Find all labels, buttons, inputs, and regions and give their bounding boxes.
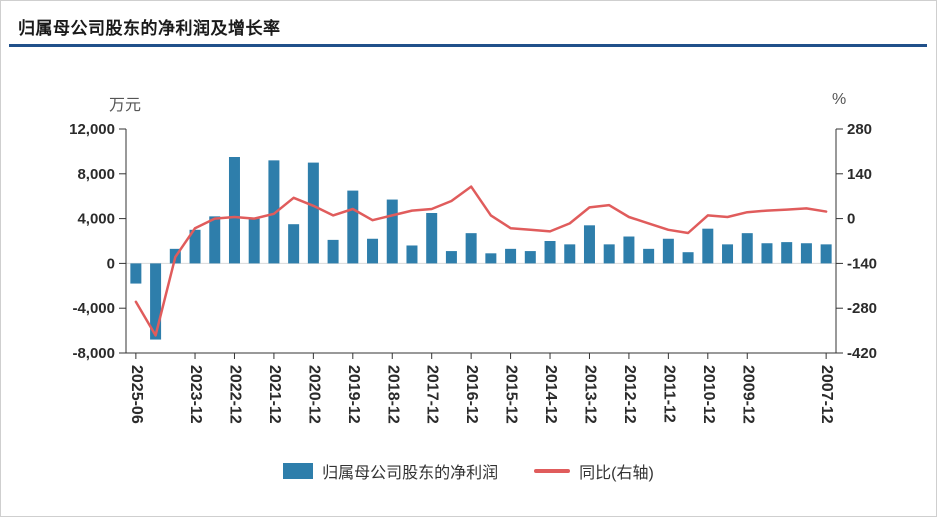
net-profit-bar (445, 251, 457, 264)
x-axis-tick-label: 2012-12 (621, 365, 638, 424)
left-axis-tick-label: 4,000 (77, 211, 115, 228)
net-profit-bar (741, 233, 753, 264)
x-axis-tick-label: 2022-12 (226, 365, 243, 424)
left-axis-tick-label: 8,000 (77, 166, 115, 183)
title-underline (9, 44, 927, 47)
net-profit-bar (643, 248, 655, 264)
net-profit-bar (268, 160, 280, 264)
x-axis-tick-label: 2020-12 (305, 365, 322, 424)
x-axis-tick-label: 2021-12 (266, 365, 283, 424)
x-axis-tick-label: 2014-12 (542, 365, 559, 424)
net-profit-bar (485, 253, 497, 264)
yoy-line (134, 185, 828, 337)
net-profit-bar (603, 244, 615, 264)
legend-label-net-profit: 归属母公司股东的净利润 (322, 465, 499, 482)
right-axis-tick-label: -420 (847, 345, 877, 362)
net-profit-bar (761, 243, 773, 264)
right-axis-tick-label: -280 (847, 300, 877, 317)
net-profit-bar (702, 228, 714, 264)
x-axis-tick-label: 2017-12 (424, 365, 441, 424)
line-series-swatch-icon (534, 469, 571, 473)
net-profit-bar (367, 238, 379, 264)
x-axis-tick-label: 2011-12 (660, 365, 677, 423)
x-axis-tick-label: 2016-12 (463, 365, 480, 424)
net-profit-bar (386, 199, 398, 264)
x-axis-tick-label: 2025-06 (128, 365, 145, 424)
left-axis-tick-label: 12,000 (69, 121, 115, 138)
net-profit-bar (781, 242, 793, 264)
net-profit-bar (623, 236, 635, 264)
net-profit-bar (564, 244, 576, 264)
x-axis-tick-label: 2010-12 (700, 365, 717, 424)
net-profit-bar (426, 213, 438, 264)
net-profit-bar (189, 229, 201, 264)
x-axis-tick-label: 2007-12 (818, 365, 835, 424)
left-axis-tick-label: 0 (107, 255, 115, 272)
net-profit-bar (406, 245, 418, 264)
net-profit-bar (722, 244, 734, 264)
right-axis-tick-label: -140 (847, 255, 877, 272)
legend-item-yoy[interactable]: 同比(右轴) (534, 459, 654, 483)
net-profit-bar (307, 162, 319, 264)
right-axis-tick-label: 140 (847, 166, 872, 183)
left-axis-tick-label: -4,000 (72, 300, 115, 317)
net-profit-bar (662, 238, 674, 264)
right-axis-tick-label: 0 (847, 211, 855, 228)
net-profit-bar (524, 251, 536, 264)
net-profit-bar (150, 263, 162, 340)
net-profit-bar (209, 216, 221, 264)
net-profit-bar (327, 239, 339, 264)
net-profit-bar (248, 218, 260, 264)
net-profit-bar (465, 233, 477, 264)
bar-series-swatch-icon (283, 463, 314, 479)
net-profit-bar (288, 224, 300, 264)
x-axis-tick-label: 2023-12 (187, 365, 204, 424)
x-axis-tick-label: 2009-12 (739, 365, 756, 424)
legend-item-net-profit[interactable]: 归属母公司股东的净利润 (283, 459, 498, 483)
net-profit-bar (544, 241, 556, 264)
net-profit-bar (583, 225, 595, 264)
net-profit-bar (820, 244, 832, 264)
page-title: 归属母公司股东的净利润及增长率 (18, 19, 281, 38)
net-profit-bar (682, 252, 694, 264)
x-axis-tick-label: 2013-12 (581, 365, 598, 424)
x-axis-tick-label: 2018-12 (384, 365, 401, 424)
chart-legend: 归属母公司股东的净利润 同比(右轴) (1, 459, 936, 483)
x-axis-tick-label: 2015-12 (503, 365, 520, 424)
x-axis-tick-label: 2019-12 (345, 365, 362, 424)
right-axis-tick-label: 280 (847, 121, 872, 138)
right-axis-unit-label: % (832, 91, 847, 108)
net-profit-bar (228, 157, 240, 264)
left-axis-tick-label: -8,000 (72, 345, 115, 362)
net-profit-bar (505, 248, 517, 264)
net-profit-bar (347, 190, 359, 264)
net-profit-bar (130, 263, 142, 284)
legend-label-yoy: 同比(右轴) (579, 465, 654, 482)
left-axis-unit-label: 万元 (109, 97, 142, 114)
net-profit-bar (800, 243, 812, 264)
